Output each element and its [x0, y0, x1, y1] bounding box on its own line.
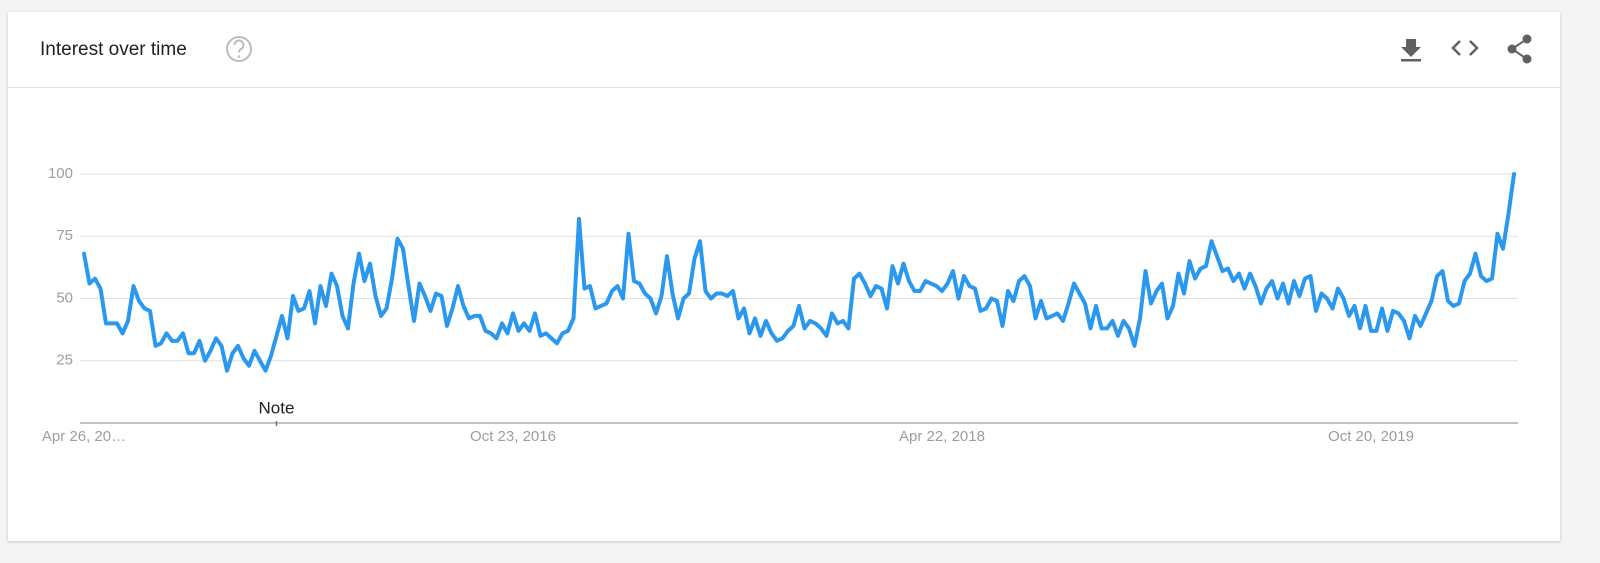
y-tick-label: 75 — [56, 227, 73, 244]
help-circle — [226, 36, 252, 62]
widget-title: Interest over time — [40, 39, 187, 60]
embed-left — [1451, 40, 1461, 56]
trend-line — [82, 172, 1516, 373]
widget-card — [8, 12, 1560, 541]
y-tick-label: 100 — [48, 165, 73, 182]
embed-right — [1469, 40, 1479, 56]
help-icon[interactable] — [226, 36, 252, 62]
y-tick-label: 25 — [56, 352, 73, 369]
x-tick-label: Apr 26, 20… — [42, 428, 126, 445]
help-mark — [233, 39, 245, 53]
annotation-label: Note — [259, 398, 295, 417]
share-links — [1510, 38, 1528, 60]
download-icon[interactable] — [1401, 39, 1421, 62]
download-bar — [1401, 59, 1421, 62]
download-arrow — [1401, 39, 1421, 57]
x-tick-label: Oct 20, 2019 — [1328, 428, 1414, 445]
help-dot — [237, 55, 241, 58]
x-tick-label: Oct 23, 2016 — [470, 428, 556, 445]
y-tick-label: 50 — [56, 289, 73, 306]
embed-icon[interactable] — [1451, 40, 1479, 56]
share-icon[interactable] — [1507, 34, 1532, 64]
x-tick-label: Apr 22, 2018 — [899, 428, 985, 445]
